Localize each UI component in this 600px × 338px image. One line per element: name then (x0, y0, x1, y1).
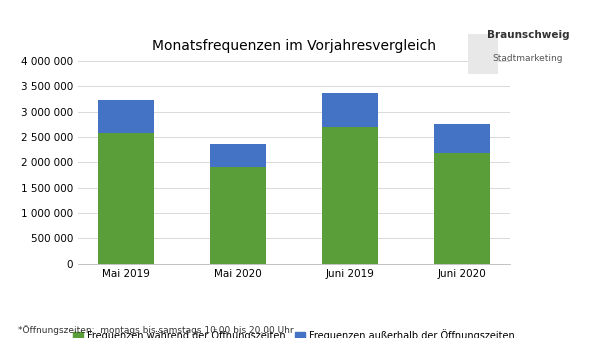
Text: *Öffnungszeiten:  montags bis samstags 10.00 bis 20.00 Uhr: *Öffnungszeiten: montags bis samstags 10… (18, 325, 293, 335)
Legend: Frequenzen während der Öffnungszeiten, Frequenzen außerhalb der Öffnungszeiten: Frequenzen während der Öffnungszeiten, F… (70, 325, 518, 338)
Bar (434, 124, 490, 153)
Bar (98, 133, 154, 264)
Bar (98, 100, 154, 133)
Bar (210, 145, 266, 167)
Bar (322, 93, 378, 127)
Title: Monatsfrequenzen im Vorjahresvergleich: Monatsfrequenzen im Vorjahresvergleich (152, 39, 436, 53)
Text: Stadtmarketing: Stadtmarketing (493, 54, 563, 63)
Text: Braunschweig: Braunschweig (487, 30, 569, 41)
Bar (210, 167, 266, 264)
Bar (322, 127, 378, 264)
Bar (434, 153, 490, 264)
